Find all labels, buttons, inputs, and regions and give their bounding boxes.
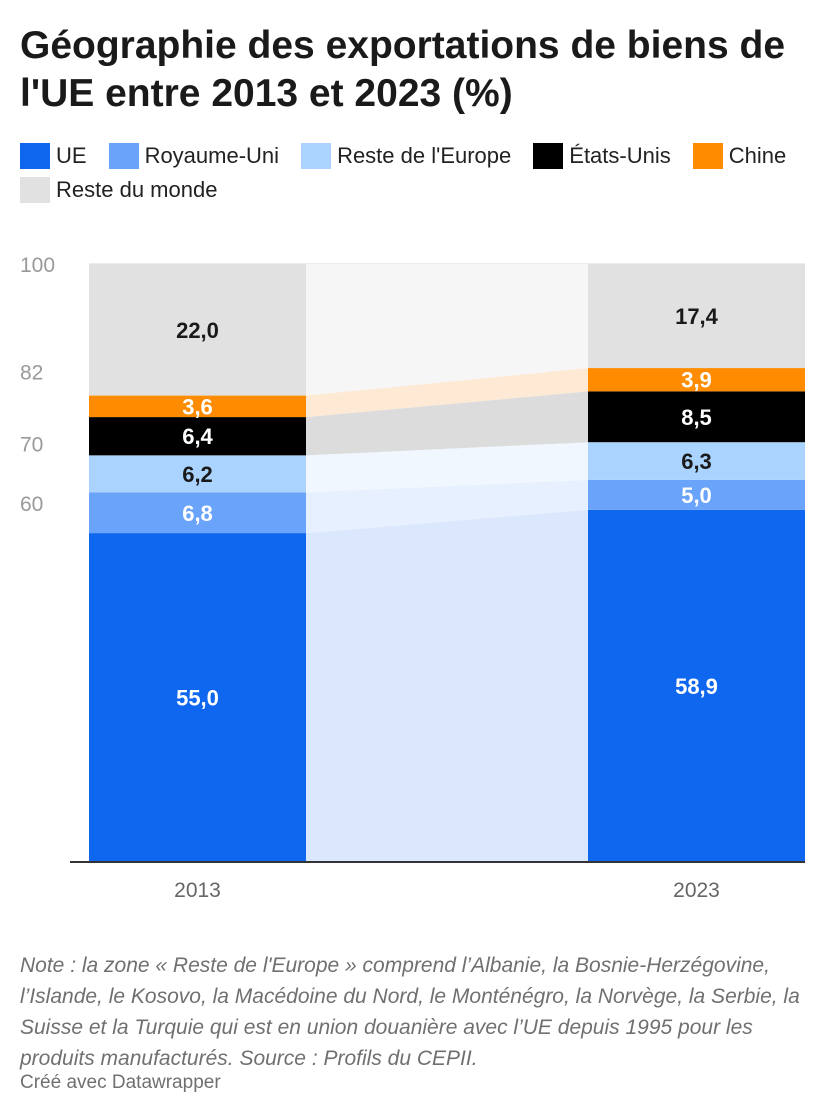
legend-item-reste-monde: Reste du monde (20, 177, 217, 203)
bar-segment (89, 417, 306, 456)
data-label: 58,9 (675, 674, 718, 699)
legend-label: États-Unis (569, 143, 671, 168)
y-tick-label: 70 (20, 433, 43, 456)
y-tick-label: 82 (20, 362, 43, 385)
stacked-bar-chart: 100 82 70 60 55,0 58,9 6,8 5,0 6,2 6,3 6,4 8,5 3,6 3,… (20, 254, 805, 902)
legend-label: Reste du monde (56, 177, 218, 202)
x-tick-label: 2013 (174, 879, 221, 902)
legend-swatch (108, 143, 139, 169)
bar-segment (89, 455, 306, 493)
bar-segment (89, 492, 306, 534)
legend-item-etats-unis: États-Unis (533, 143, 671, 169)
data-label: 6,8 (182, 501, 213, 526)
bar-segment (588, 391, 805, 443)
chart-note: Note : la zone « Reste de l'Europe » com… (20, 954, 800, 1070)
bar-segment (588, 509, 805, 862)
legend-item-royaume-uni: Royaume-Uni (108, 143, 280, 169)
legend-swatch (20, 143, 50, 169)
bar-segment (89, 533, 306, 862)
bar-segment (89, 395, 306, 418)
legend: UE Royaume-Uni Reste de l'Europe États-U… (20, 143, 820, 203)
data-label: 5,0 (681, 483, 712, 508)
data-label: 17,4 (675, 304, 719, 329)
legend-swatch (533, 143, 564, 169)
bar-segment (89, 264, 306, 396)
legend-label: Reste de l'Europe (337, 143, 512, 168)
data-label: 55,0 (176, 686, 219, 711)
credit-text: Créé avec Datawrapper (20, 1072, 221, 1093)
flow-band (306, 509, 588, 862)
flow-band (306, 264, 588, 396)
legend-item-chine: Chine (692, 143, 787, 169)
y-tick-label: 60 (20, 493, 43, 516)
data-label: 8,5 (681, 405, 712, 430)
flow-band (306, 391, 588, 456)
chart-title: Géographie des exportations de biens de … (20, 24, 786, 115)
flow-band (306, 368, 588, 418)
flow-band (306, 479, 588, 534)
legend-swatch (20, 177, 50, 203)
flow-band (306, 442, 588, 493)
bar-segment (588, 368, 805, 392)
data-label: 6,2 (182, 462, 213, 487)
legend-label: Chine (728, 143, 787, 168)
data-label: 22,0 (176, 318, 219, 343)
y-tick-label: 100 (20, 254, 55, 277)
data-label: 3,6 (182, 394, 213, 419)
data-label: 6,4 (182, 424, 213, 449)
x-tick-label: 2023 (673, 879, 720, 902)
bar-segment (588, 442, 805, 480)
bar-segment (588, 479, 805, 510)
legend-label: Royaume-Uni (144, 143, 280, 168)
data-label: 6,3 (681, 449, 712, 474)
legend-item-reste-europe: Reste de l'Europe (301, 143, 511, 169)
legend-label: UE (56, 143, 87, 168)
legend-item-ue: UE (20, 143, 87, 169)
bar-segment (588, 264, 805, 369)
legend-swatch (692, 143, 723, 169)
legend-swatch (301, 143, 332, 169)
data-label: 3,9 (681, 368, 712, 393)
